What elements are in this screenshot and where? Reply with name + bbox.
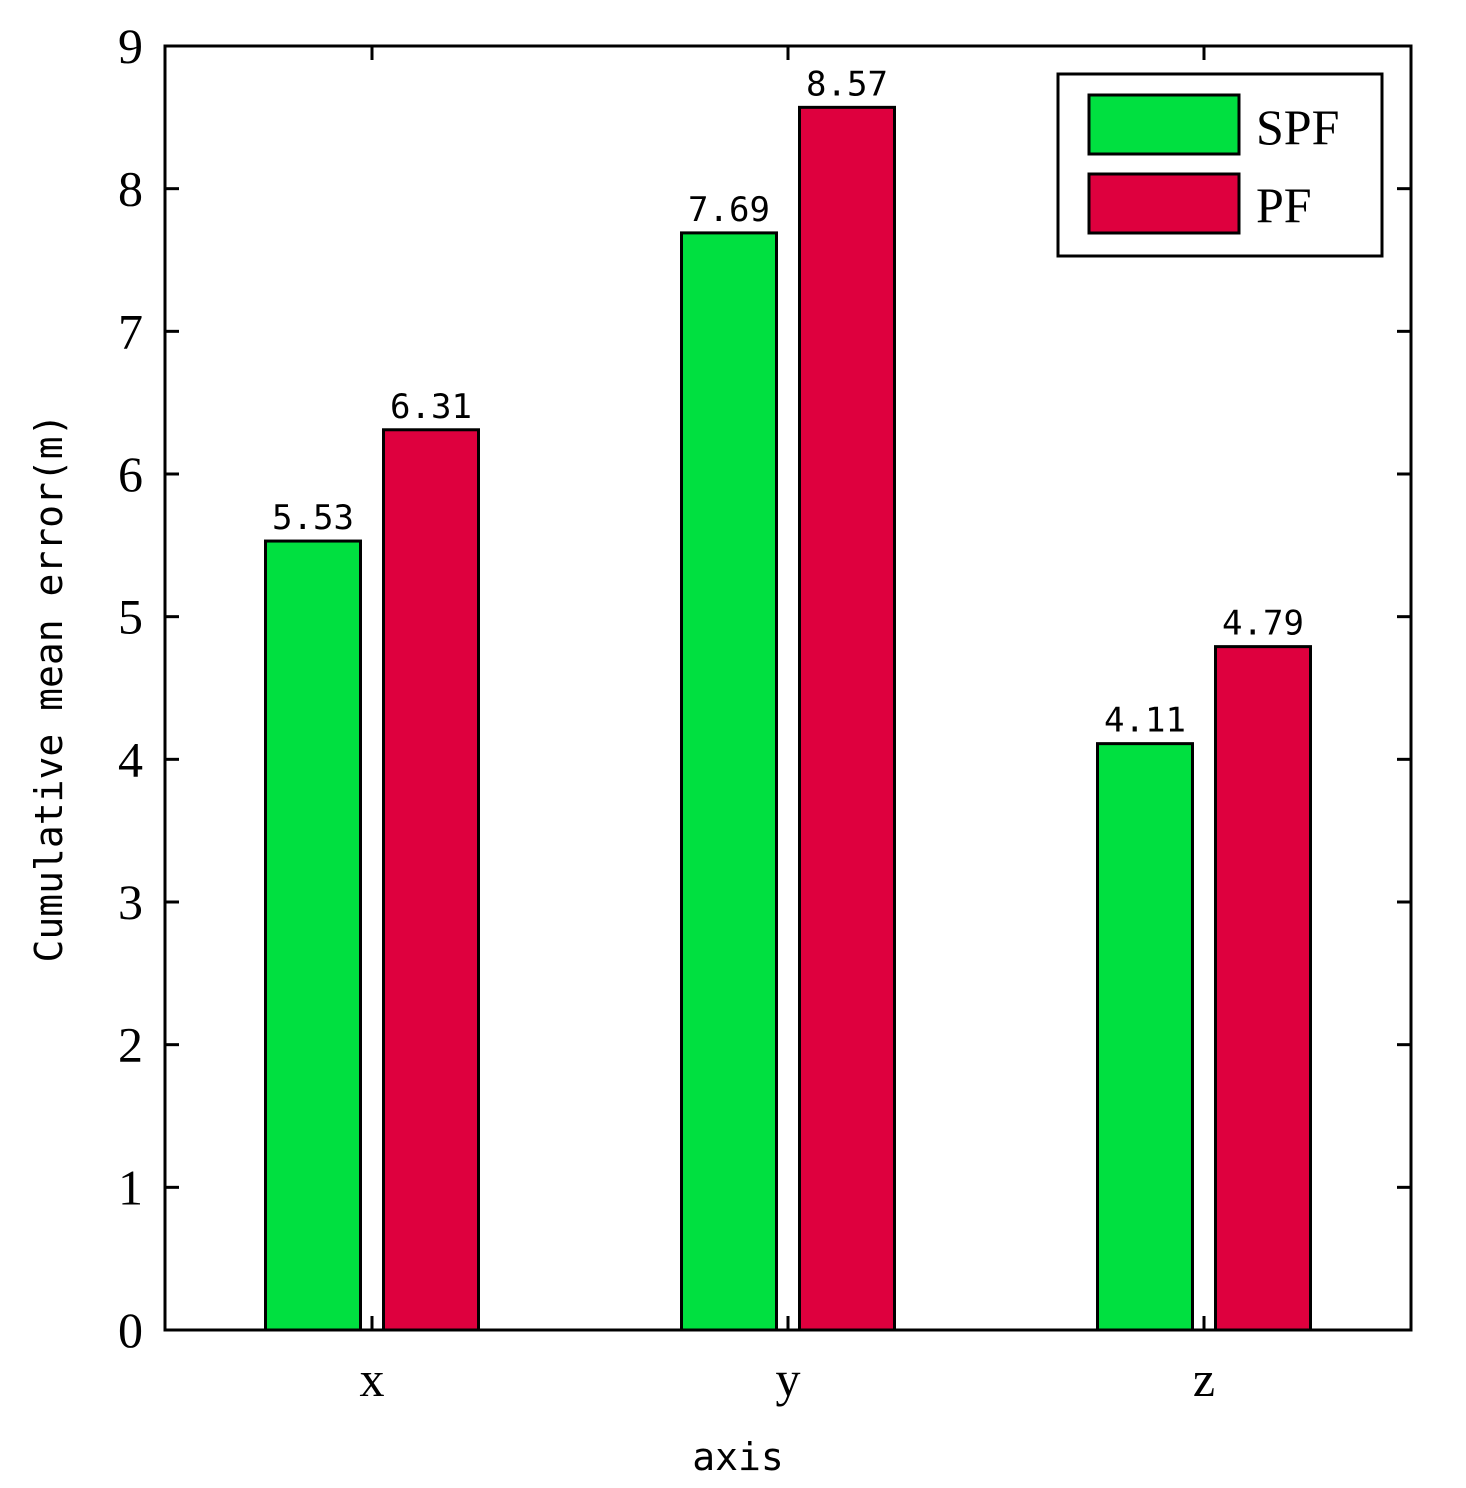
legend-label-spf: SPF bbox=[1256, 99, 1339, 155]
legend-swatch-spf bbox=[1087, 93, 1241, 156]
y-tick-label-3: 3 bbox=[118, 874, 143, 930]
ticks-layer: x y z 0 1 2 3 4 5 6 7 8 9 bbox=[118, 18, 1411, 1407]
y-tick-label-2: 2 bbox=[118, 1017, 143, 1073]
data-label-pf-z: 4.79 bbox=[1222, 604, 1304, 644]
x-tick-label-y: y bbox=[776, 1351, 801, 1407]
y-tick-label-4: 4 bbox=[118, 731, 143, 787]
bar-spf-z bbox=[1096, 742, 1194, 1332]
y-tick-label-8: 8 bbox=[118, 161, 143, 217]
x-axis-title: axis bbox=[692, 1435, 784, 1479]
data-label-spf-y: 7.69 bbox=[688, 190, 770, 230]
x-tick-label-z: z bbox=[1193, 1351, 1215, 1407]
y-tick-label-9: 9 bbox=[118, 18, 143, 74]
data-labels-layer: 5.53 6.31 7.69 8.57 4.11 4.79 bbox=[272, 64, 1304, 740]
data-label-pf-y: 8.57 bbox=[806, 64, 888, 104]
y-tick-label-0: 0 bbox=[118, 1302, 143, 1358]
legend-swatch-pf bbox=[1087, 172, 1241, 235]
data-label-spf-x: 5.53 bbox=[272, 498, 354, 538]
bar-spf-y bbox=[680, 231, 778, 1332]
legend: SPF PF bbox=[1056, 72, 1384, 258]
data-label-pf-x: 6.31 bbox=[390, 387, 472, 427]
bar-pf-z bbox=[1214, 645, 1312, 1332]
legend-label-pf: PF bbox=[1256, 177, 1312, 233]
x-tick-label-x: x bbox=[360, 1351, 385, 1407]
plot-frame bbox=[163, 44, 1413, 1332]
bar-pf-y bbox=[798, 105, 896, 1332]
bar-pf-x bbox=[382, 428, 480, 1332]
y-tick-label-6: 6 bbox=[118, 446, 143, 502]
y-axis-title: Cumulative mean error(m) bbox=[27, 413, 71, 962]
y-tick-label-7: 7 bbox=[118, 303, 143, 359]
data-label-spf-z: 4.11 bbox=[1104, 701, 1186, 741]
bars-layer bbox=[264, 105, 1312, 1332]
bar-spf-x bbox=[264, 539, 362, 1332]
y-tick-label-1: 1 bbox=[118, 1159, 143, 1215]
y-tick-label-5: 5 bbox=[118, 589, 143, 645]
